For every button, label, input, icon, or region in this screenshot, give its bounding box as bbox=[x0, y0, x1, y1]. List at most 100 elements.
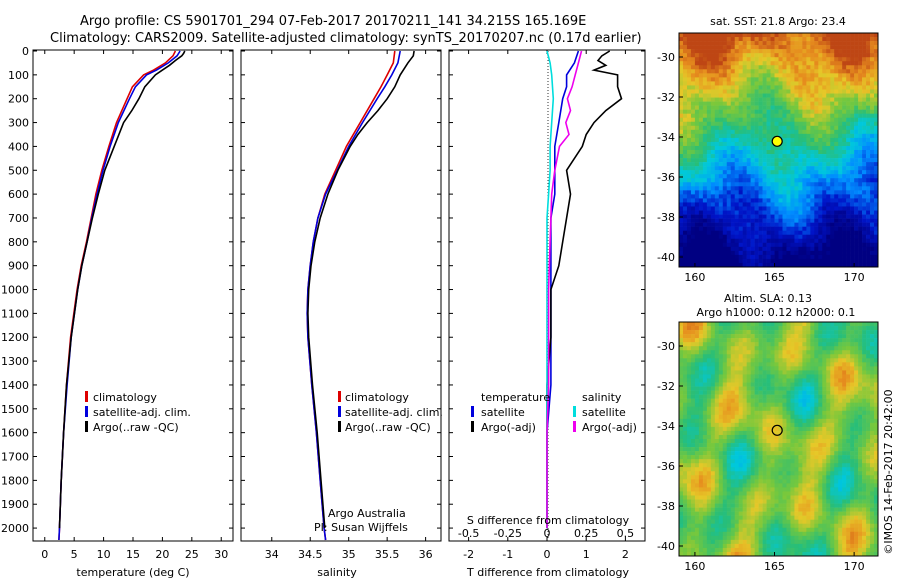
map-cell bbox=[854, 125, 859, 131]
map-cell bbox=[698, 186, 704, 191]
map-cell bbox=[698, 222, 704, 227]
map-cell bbox=[846, 190, 851, 195]
map-cell bbox=[818, 418, 823, 424]
map-cell bbox=[790, 150, 795, 155]
map-cell bbox=[698, 97, 704, 102]
map-cell bbox=[714, 222, 720, 227]
map-cell bbox=[794, 137, 799, 143]
map-cell bbox=[730, 190, 736, 195]
map-cell bbox=[858, 158, 863, 163]
map-cell bbox=[774, 430, 779, 436]
map-cell bbox=[714, 362, 720, 367]
map-cell bbox=[870, 230, 875, 236]
map-cell bbox=[866, 222, 871, 227]
map-cell bbox=[734, 350, 739, 355]
map-cell bbox=[822, 254, 827, 260]
map-cell bbox=[822, 258, 827, 264]
map-cell bbox=[758, 154, 763, 159]
map-cell bbox=[810, 85, 815, 90]
map-cell bbox=[679, 390, 684, 395]
map-cell bbox=[750, 250, 755, 256]
map-cell bbox=[870, 414, 875, 420]
map-cell bbox=[794, 402, 799, 408]
map-cell bbox=[710, 37, 716, 42]
map-cell bbox=[834, 334, 839, 339]
map-cell bbox=[866, 93, 871, 98]
map-cell bbox=[826, 89, 831, 94]
map-cell bbox=[754, 258, 759, 264]
map-cell bbox=[746, 174, 751, 179]
map-cell bbox=[802, 443, 807, 448]
map-cell bbox=[746, 418, 751, 424]
map-cell bbox=[862, 194, 867, 199]
map-cell bbox=[706, 117, 712, 123]
map-cell bbox=[818, 198, 823, 203]
map-cell bbox=[838, 410, 843, 416]
map-cell bbox=[762, 57, 767, 62]
legend-swatch-argo bbox=[338, 421, 341, 432]
map-cell bbox=[846, 109, 851, 114]
map-cell bbox=[866, 129, 871, 135]
map-cell bbox=[758, 85, 763, 90]
map-cell bbox=[686, 426, 692, 432]
map-cell bbox=[850, 234, 855, 240]
map-cell bbox=[722, 322, 728, 327]
map-cell bbox=[842, 246, 847, 252]
map-cell bbox=[746, 354, 751, 359]
map-cell bbox=[846, 366, 851, 371]
map-cell bbox=[822, 97, 827, 102]
map-cell bbox=[830, 77, 835, 82]
map-cell bbox=[690, 246, 696, 252]
map-cell bbox=[706, 246, 712, 252]
map-cell bbox=[778, 125, 783, 131]
map-cell bbox=[774, 451, 779, 456]
map-cell bbox=[758, 69, 763, 74]
map-cell bbox=[794, 463, 799, 468]
map-cell bbox=[750, 242, 755, 248]
map-cell bbox=[866, 89, 871, 94]
s-tick-label: 0.5 bbox=[617, 527, 635, 540]
map-cell bbox=[870, 137, 875, 143]
map-cell bbox=[790, 358, 795, 363]
map-cell bbox=[698, 258, 704, 264]
map-cell bbox=[842, 378, 847, 383]
map-cell bbox=[786, 93, 791, 98]
map-cell bbox=[770, 386, 775, 391]
map-cell bbox=[822, 250, 827, 256]
map-cell bbox=[814, 398, 819, 403]
map-cell bbox=[746, 322, 751, 327]
map-cell bbox=[822, 210, 827, 215]
map-cell bbox=[874, 101, 879, 106]
map-cell bbox=[874, 89, 879, 94]
map-cell bbox=[866, 166, 871, 171]
map-cell bbox=[794, 141, 799, 147]
map-cell bbox=[790, 443, 795, 448]
map-cell bbox=[738, 366, 743, 371]
map-cell bbox=[734, 37, 739, 42]
map-cell bbox=[790, 57, 795, 62]
map-cell bbox=[714, 443, 720, 448]
map-cell bbox=[806, 322, 811, 327]
map-cell bbox=[842, 439, 847, 444]
map-cell bbox=[730, 398, 736, 403]
map-cell bbox=[679, 426, 684, 432]
series-line-t-argo-adj- bbox=[546, 50, 623, 529]
map-cell bbox=[790, 113, 795, 119]
map-cell bbox=[766, 109, 771, 114]
map-cell bbox=[738, 49, 743, 54]
map-cell bbox=[706, 394, 712, 399]
map-cell bbox=[690, 89, 696, 94]
map-cell bbox=[846, 258, 851, 264]
map-cell bbox=[790, 178, 795, 183]
map-cell bbox=[690, 250, 696, 256]
map-cell bbox=[778, 182, 783, 187]
map-cell bbox=[782, 434, 787, 440]
map-cell bbox=[858, 362, 863, 367]
map-cell bbox=[782, 326, 787, 331]
map-cell bbox=[822, 158, 827, 163]
map-cell bbox=[834, 93, 839, 98]
map-cell bbox=[679, 113, 684, 119]
map-cell bbox=[874, 137, 879, 143]
map-cell bbox=[786, 342, 791, 347]
map-cell bbox=[742, 434, 747, 440]
